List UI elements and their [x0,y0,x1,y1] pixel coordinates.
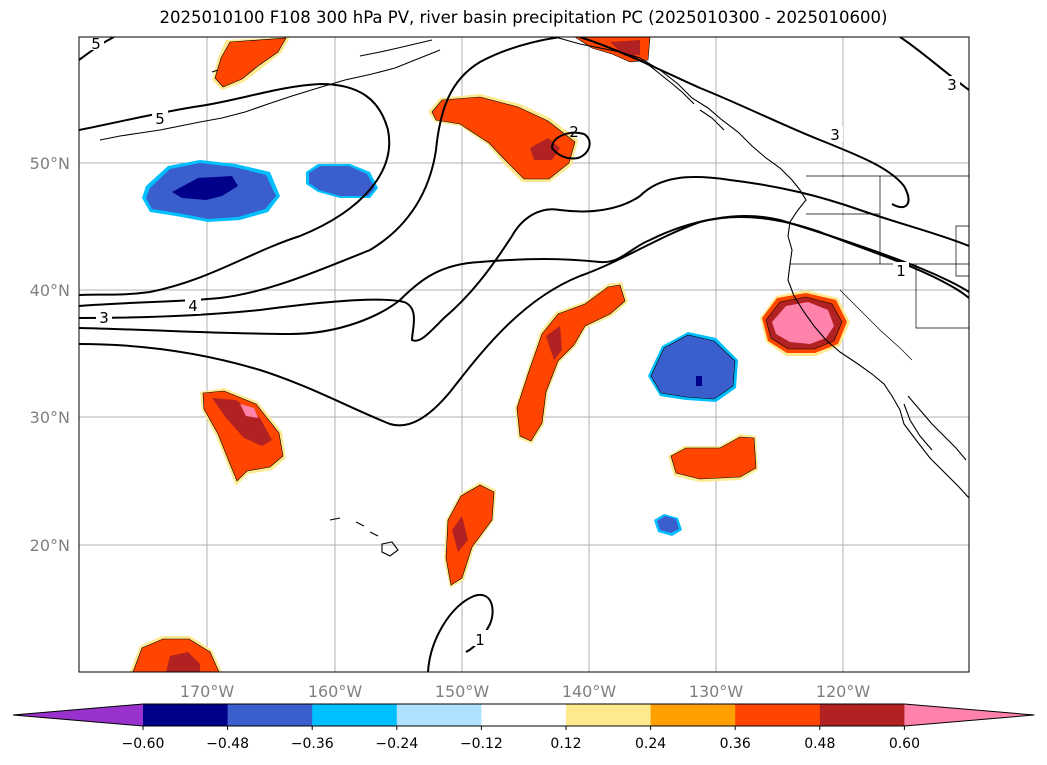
colorbar-segment [312,704,398,726]
precip-blob-positive [444,482,496,588]
pv-contour-4 [79,37,561,307]
contour-label: 3 [830,126,840,144]
precip-blob-positive [668,434,758,482]
precip-blob-negative [142,160,280,222]
lat-label-30n: 30°N [30,408,70,427]
colorbar-segment [566,704,652,726]
colorbar-tick-label: −0.36 [291,736,334,752]
precip-blob-positive [760,290,850,356]
map-frame [78,36,970,673]
lon-label-150w: 150°W [435,682,490,701]
pv-contour-3-ne [579,37,910,209]
colorbar-tick-label: −0.24 [375,736,418,752]
colorbar-tick-label: 0.60 [889,736,920,752]
colorbar-segment [735,704,821,726]
colorbar-extend-min [13,704,143,726]
contour-label: 5 [155,110,165,128]
precip-blob-negative [306,164,378,198]
coastlines [99,37,969,557]
colorbar-segment [481,704,567,726]
lat-label-40n: 40°N [30,281,70,300]
contour-label: 4 [188,297,198,315]
lon-label-170w: 170°W [180,682,235,701]
lon-label-160w: 160°W [308,682,363,701]
pv-contour-5 [79,82,391,296]
pv-contour-3 [79,176,969,342]
colorbar-tick-label: −0.48 [206,736,249,752]
contour-label: 3 [99,309,109,327]
map-title: 2025010100 F108 300 hPa PV, river basin … [159,8,888,27]
contour-label: 1 [475,631,485,649]
colorbar-tick-label: −0.12 [460,736,503,752]
colorbar-segment [143,704,229,726]
lon-label-140w: 140°W [562,682,617,701]
contour-label: 3 [947,76,957,94]
colorbar: −0.60 −0.48 −0.36 −0.24 −0.12 0.12 0.24 0.36 0.4… [12,703,1035,752]
precip-blob-positive [428,94,578,182]
latitude-labels: 50°N 40°N 30°N 20°N [30,154,70,555]
contour-label: 2 [569,123,579,141]
longitude-labels: 170°W 160°W 150°W 140°W 130°W 120°W [180,682,871,701]
precip-blob-positive [515,282,628,444]
lat-label-20n: 20°N [30,536,70,555]
pv-contour-2-loop [550,131,591,160]
lon-label-120w: 120°W [816,682,871,701]
lat-label-50n: 50°N [30,154,70,173]
colorbar-tick-label: 0.12 [550,736,581,752]
colorbar-tick-label: −0.60 [122,736,165,752]
colorbar-segment [396,704,482,726]
precip-blob-negative [654,514,682,536]
lon-label-130w: 130°W [689,682,744,701]
colorbar-tick-label: 0.24 [635,736,666,752]
contour-label: 1 [896,262,906,280]
colorbar-segment [650,704,736,726]
pv-contour-3-corner [899,37,969,91]
precip-blob-positive [212,37,290,90]
colorbar-segment [227,704,313,726]
precip-blob-negative [648,332,738,402]
colorbar-tick-label: 0.48 [804,736,835,752]
colorbar-segment [819,704,905,726]
colorbar-tick-label: 0.36 [720,736,751,752]
colorbar-extend-max [904,704,1035,726]
pv-contours [79,37,969,672]
precip-blob-positive [130,636,222,672]
contour-labels: 5 5 4 3 2 3 3 1 1 [88,35,960,649]
pv-contour-2 [79,216,969,427]
precip-blob-positive [200,388,286,486]
contour-label: 5 [91,35,101,53]
precip-shading [130,37,850,672]
